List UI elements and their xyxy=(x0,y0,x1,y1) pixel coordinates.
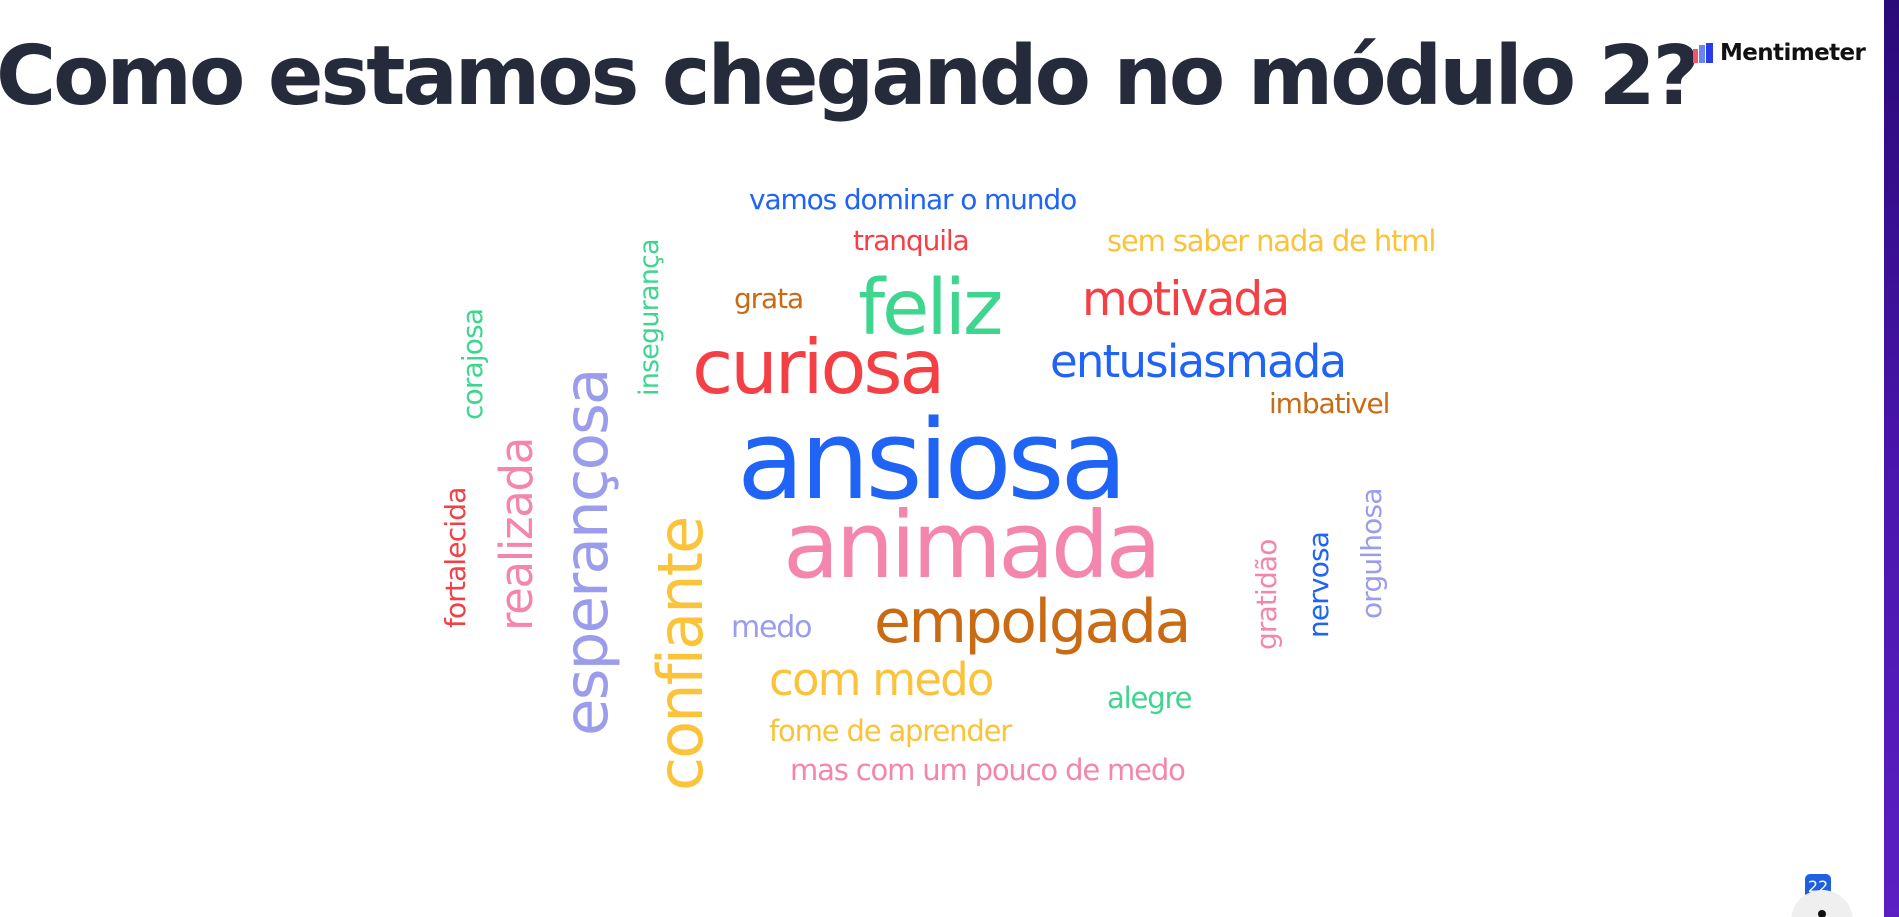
slide-title: Como estamos chegando no módulo 2? xyxy=(0,29,1700,124)
side-accent-strip xyxy=(1884,0,1899,917)
word-cloud-word: motivada xyxy=(1082,272,1290,327)
word-cloud-word: fortalecida xyxy=(439,487,472,628)
word-cloud-word: feliz xyxy=(858,264,1003,353)
mentimeter-logo-icon xyxy=(1693,43,1713,63)
word-cloud-word: entusiasmada xyxy=(1050,335,1347,388)
word-cloud-word: realizada xyxy=(490,438,543,631)
word-cloud-word: empolgada xyxy=(874,587,1191,657)
word-cloud-word: nervosa xyxy=(1302,531,1335,638)
word-cloud-word: gratidão xyxy=(1250,539,1283,650)
word-cloud-word: tranquila xyxy=(853,224,970,257)
word-cloud-word: esperançosa xyxy=(551,369,622,736)
word-cloud-word: sem saber nada de html xyxy=(1107,224,1436,258)
word-cloud-word: confiante xyxy=(644,517,717,791)
word-cloud-word: com medo xyxy=(769,653,994,706)
word-cloud-word: alegre xyxy=(1107,681,1192,715)
word-cloud-word: fome de aprender xyxy=(769,714,1012,748)
brand: Mentimeter xyxy=(1693,40,1866,66)
word-cloud-word: medo xyxy=(731,610,812,645)
word-cloud-word: vamos dominar o mundo xyxy=(749,183,1077,216)
brand-name: Mentimeter xyxy=(1720,40,1866,66)
word-cloud-word: grata xyxy=(734,282,804,315)
word-cloud-word: orgulhosa xyxy=(1355,488,1388,619)
word-cloud-word: curiosa xyxy=(692,323,945,411)
word-cloud-word: insegurança xyxy=(634,239,665,396)
word-cloud-word: animada xyxy=(783,492,1162,599)
person-icon xyxy=(1818,910,1826,917)
word-cloud-word: ansiosa xyxy=(737,396,1128,524)
word-cloud-word: mas com um pouco de medo xyxy=(790,753,1186,787)
word-cloud-word: imbativel xyxy=(1269,387,1390,420)
word-cloud-word: corajosa xyxy=(456,308,489,420)
